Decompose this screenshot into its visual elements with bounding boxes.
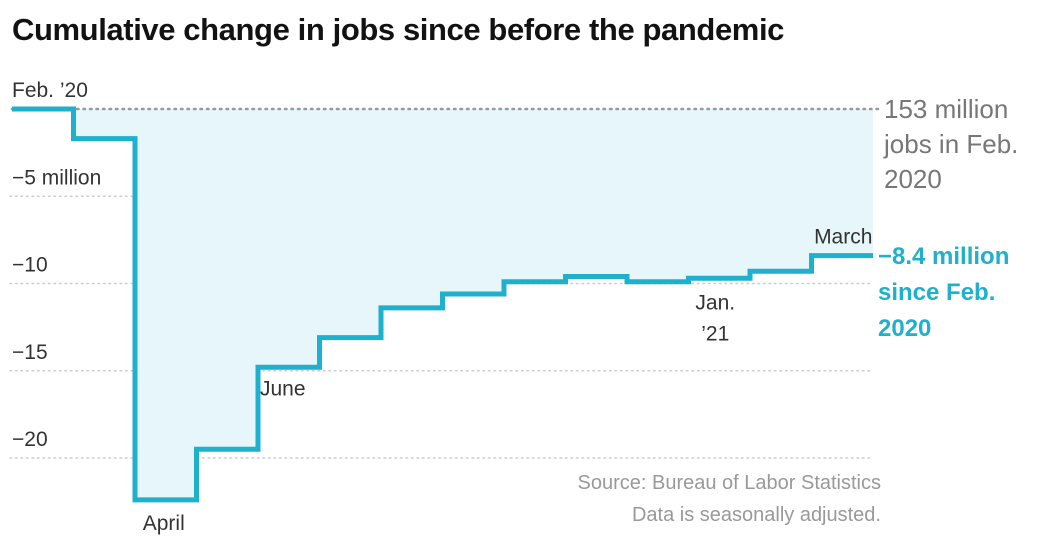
y-tick-label: −15 (12, 341, 48, 364)
reference-label: 2020 (884, 164, 942, 194)
end-value-label: since Feb. (878, 279, 995, 306)
y-tick-label: −5 million (12, 166, 101, 189)
reference-label: 153 million (884, 94, 1008, 124)
y-tick-label: Feb. ’20 (12, 79, 88, 102)
chart-title: Cumulative change in jobs since before t… (12, 12, 785, 47)
x-label: Jan. (695, 291, 735, 314)
end-value-label: −8.4 million (878, 243, 1009, 270)
x-label: April (143, 512, 185, 535)
x-label: ’21 (701, 322, 729, 345)
y-tick-label: −20 (12, 428, 48, 451)
series-line (12, 106, 873, 503)
y-tick-label: −10 (12, 254, 48, 277)
source-note: Data is seasonally adjusted. (632, 504, 881, 526)
x-label: June (260, 377, 306, 400)
end-value-label: 2020 (878, 315, 931, 342)
source-note: Source: Bureau of Labor Statistics (578, 472, 882, 494)
chart-labels: Feb. ’20 −5 million −10 −15 −20 153 million jo… (12, 79, 1018, 535)
reference-label: jobs in Feb. (883, 129, 1018, 159)
x-label: March (814, 226, 872, 249)
